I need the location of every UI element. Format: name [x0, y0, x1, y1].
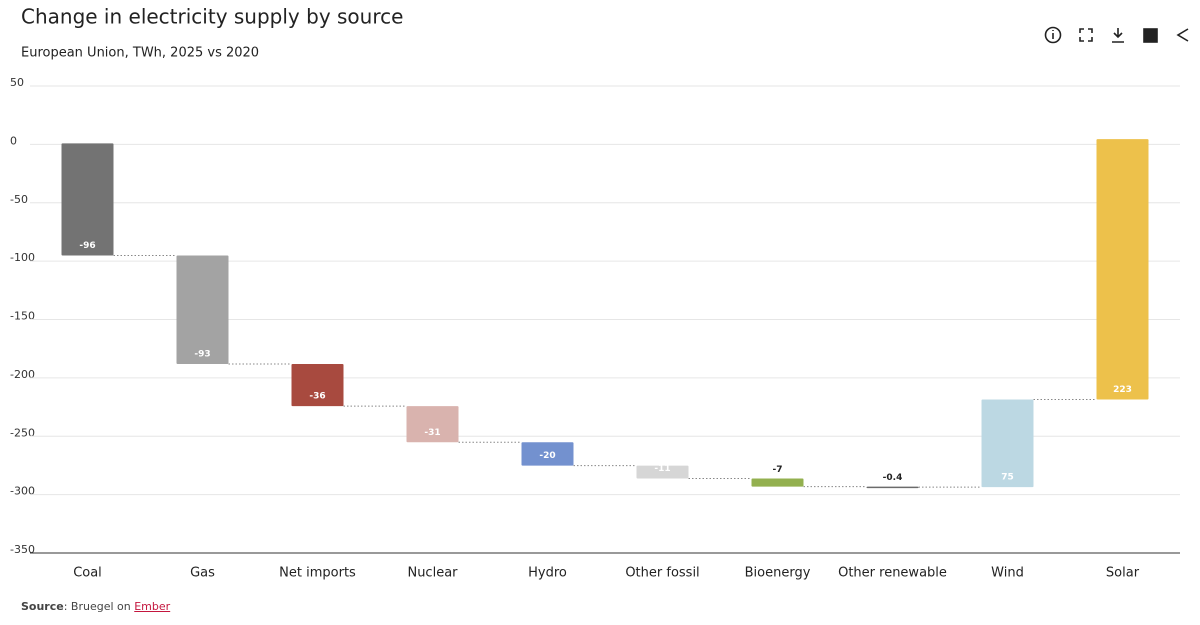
bar [406, 406, 459, 443]
bar [176, 255, 229, 365]
bar [866, 486, 919, 489]
value-label: 75 [1001, 473, 1014, 483]
x-tick-label: Solar [1106, 566, 1140, 581]
value-label: 223 [1113, 385, 1132, 395]
fullscreen-icon[interactable] [1079, 28, 1093, 42]
y-tick-label: -200 [10, 368, 35, 381]
value-label: -31 [424, 428, 440, 438]
toolbar[interactable] [1044, 26, 1189, 44]
bar [1096, 139, 1149, 400]
source-label: Source [21, 600, 64, 613]
source-link[interactable]: Ember [134, 600, 171, 613]
value-label: -96 [79, 241, 95, 251]
bar [291, 364, 344, 407]
value-label: -11 [654, 464, 670, 474]
x-tick-label: Gas [190, 566, 215, 581]
y-tick-label: -150 [10, 310, 35, 323]
y-tick-label: -100 [10, 251, 35, 264]
bar [61, 143, 114, 256]
info-icon[interactable] [1044, 26, 1062, 44]
y-tick-label: -300 [10, 485, 35, 498]
value-label: -7 [773, 465, 783, 475]
y-tick-label: 50 [10, 76, 24, 89]
x-tick-label: Other fossil [625, 566, 699, 581]
share-icon[interactable] [1176, 28, 1189, 42]
bar [981, 399, 1034, 488]
x-tick-label: Wind [991, 566, 1024, 581]
y-tick-label: 0 [10, 134, 17, 147]
value-label: -93 [194, 350, 210, 360]
x-tick-label: Other renewable [838, 566, 947, 581]
value-label: -36 [309, 392, 325, 402]
y-tick-label: -250 [10, 426, 35, 439]
bar [751, 478, 804, 487]
bar [636, 465, 689, 479]
chart: Change in electricity supply by source E… [10, 5, 1189, 581]
source: Source: Bruegel on Ember [21, 600, 170, 613]
source-text: : Bruegel on [63, 600, 131, 613]
x-tick-label: Hydro [528, 566, 567, 581]
x-tick-label: Coal [73, 566, 102, 581]
value-label: -20 [539, 451, 555, 461]
chart-title: Change in electricity supply by source [21, 5, 403, 29]
x-tick-label: Bioenergy [745, 566, 811, 581]
x-tick-label: Nuclear [407, 566, 458, 581]
bar [521, 442, 574, 466]
image-icon[interactable] [1143, 28, 1158, 43]
y-tick-label: -350 [10, 543, 35, 556]
x-tick-label: Net imports [279, 566, 356, 581]
y-tick-label: -50 [10, 193, 28, 206]
chart-subtitle: European Union, TWh, 2025 vs 2020 [21, 46, 259, 61]
download-icon[interactable] [1112, 28, 1124, 43]
value-label: -0.4 [883, 473, 903, 483]
